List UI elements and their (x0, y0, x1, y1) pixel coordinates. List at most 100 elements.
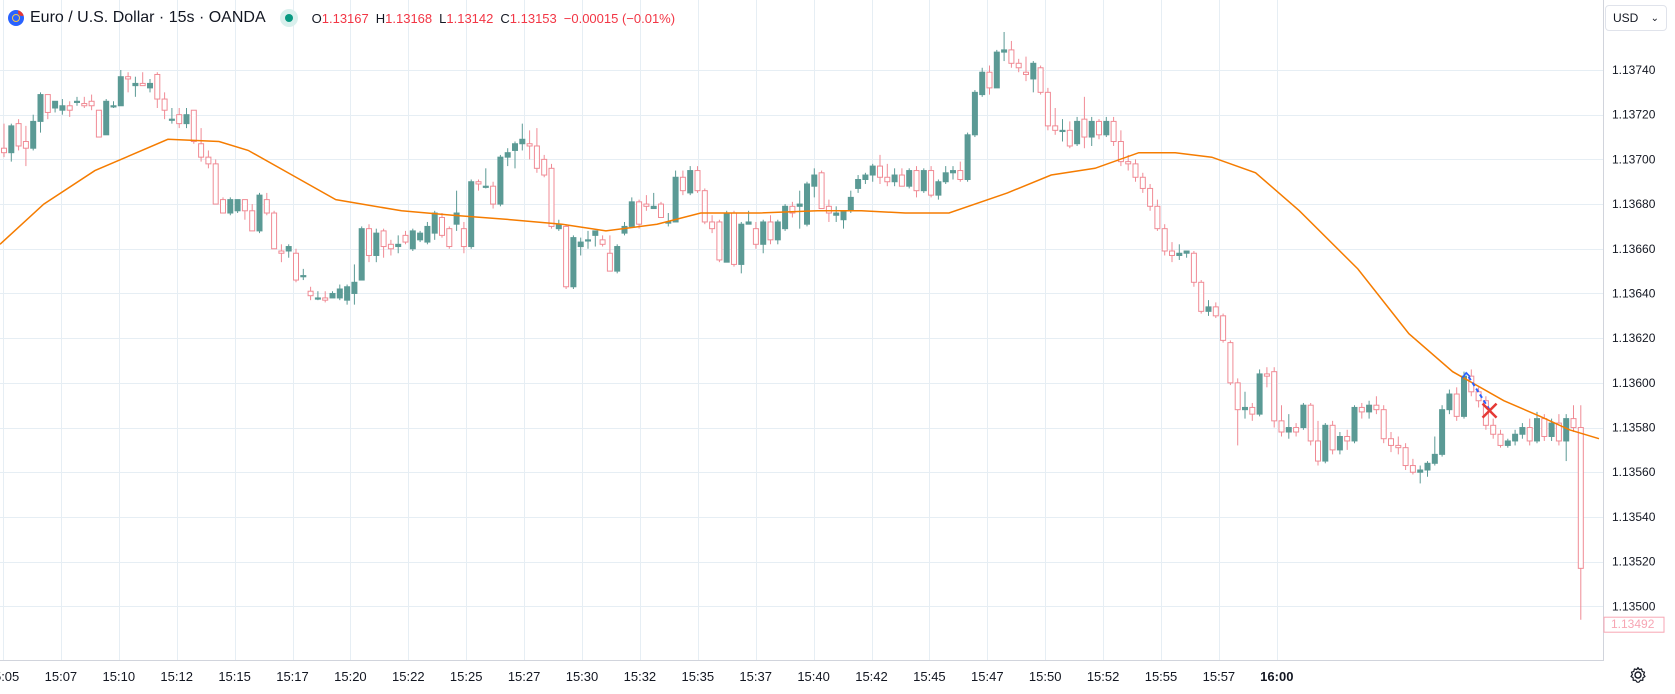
candle (891, 168, 898, 187)
candle-body (125, 76, 132, 80)
candle (1504, 438, 1511, 448)
candle-body (1190, 252, 1197, 283)
candle (1212, 302, 1219, 319)
candle (154, 72, 161, 108)
candle-body (1234, 382, 1241, 411)
candle-body (154, 73, 161, 100)
candle (395, 235, 402, 254)
candle-body (1154, 205, 1161, 230)
time-tick-label: 15:05 (0, 669, 19, 684)
candle (767, 215, 774, 245)
candle (439, 213, 445, 238)
price-axis[interactable]: 1.13500 1.13520 1.13540 1.13560 1.13580 1.136… (1612, 63, 1656, 613)
price-tick-label: 1.13540 (1612, 510, 1656, 524)
chevron-down-icon: ⌄ (1650, 12, 1659, 24)
time-tick-label: 15:10 (103, 669, 136, 684)
candle-body (1490, 424, 1497, 435)
symbol-title[interactable]: Euro / U.S. Dollar · 15s · OANDA (30, 9, 266, 26)
candle-body (774, 221, 781, 241)
candle-body (701, 190, 708, 223)
candle-body (1534, 418, 1540, 442)
cross-annotation[interactable] (1481, 402, 1498, 419)
candle-body (1183, 250, 1190, 254)
candle (95, 109, 102, 138)
candle-body (103, 100, 110, 136)
chart-grid (0, 0, 1603, 660)
candle (314, 291, 321, 301)
candle (1307, 402, 1314, 446)
candle (44, 94, 51, 120)
candle (606, 235, 613, 272)
candle (30, 114, 37, 151)
candle-body (1285, 427, 1292, 433)
currency-selector[interactable]: USD ⌄ (1605, 5, 1667, 31)
time-tick-label: 15:47 (971, 669, 1004, 684)
candle (409, 228, 416, 252)
candle (460, 221, 467, 254)
candle-body (30, 120, 37, 149)
candle-body (1555, 422, 1562, 442)
candle (1526, 418, 1533, 446)
candle (431, 210, 438, 240)
candle-body (1431, 453, 1438, 464)
candle-body (59, 105, 66, 111)
candle-body (847, 196, 854, 212)
candle-body (190, 109, 197, 143)
candle (964, 132, 971, 182)
candle-body (979, 71, 986, 96)
time-axis[interactable]: 15:05 15:07 15:10 15:12 15:15 15:17 15:20 15:22… (0, 661, 1675, 694)
candle-body (314, 297, 321, 300)
candle-body (898, 174, 905, 187)
candle-body (672, 176, 679, 223)
candle-body (1278, 420, 1285, 433)
moving-average-line (0, 138, 1600, 440)
arrow-annotation-head[interactable] (1461, 371, 1471, 379)
candle (475, 179, 482, 191)
candle-body (1366, 404, 1373, 413)
last-price-label: 1.13492 (1603, 616, 1665, 633)
candle (417, 230, 424, 243)
candle-body (1548, 422, 1555, 437)
candle-body (1336, 435, 1343, 451)
chart-settings-button[interactable] (1628, 665, 1648, 685)
candle (468, 179, 475, 249)
candle (1446, 389, 1453, 415)
candle-body (1023, 71, 1029, 75)
candle-body (1161, 228, 1168, 252)
candle-body (993, 51, 1000, 89)
candle-body (650, 205, 657, 210)
candle-body (1329, 424, 1336, 451)
drawing-annotations[interactable] (1461, 371, 1498, 419)
candle-body (147, 82, 153, 89)
candle-body (417, 232, 424, 241)
time-tick-label: 15:40 (797, 669, 830, 684)
candle (293, 248, 299, 283)
time-tick-label: 15:25 (450, 669, 483, 684)
ohlc-low: L1.13142 (439, 10, 494, 26)
candle (1512, 429, 1519, 446)
candle (358, 226, 365, 281)
candle (366, 224, 372, 263)
candle (482, 168, 489, 189)
candle-body (1205, 306, 1212, 312)
arrow-annotation-line[interactable] (1465, 372, 1491, 411)
candle-body (760, 221, 767, 245)
candle-body (782, 205, 789, 230)
candle-body (44, 94, 51, 113)
candle (336, 284, 343, 301)
candle (1242, 391, 1248, 419)
candle (285, 244, 292, 258)
candle-body (132, 82, 139, 87)
candle-body (220, 199, 226, 214)
candle-body (1256, 373, 1263, 415)
candle-body (1388, 438, 1394, 446)
candle-body (1373, 404, 1380, 411)
candle (504, 148, 511, 167)
candle-body (1212, 306, 1219, 317)
candle (906, 168, 913, 189)
candle-body (66, 105, 73, 111)
candle (446, 226, 453, 249)
time-tick-label: 15:35 (682, 669, 715, 684)
candle (168, 107, 175, 124)
